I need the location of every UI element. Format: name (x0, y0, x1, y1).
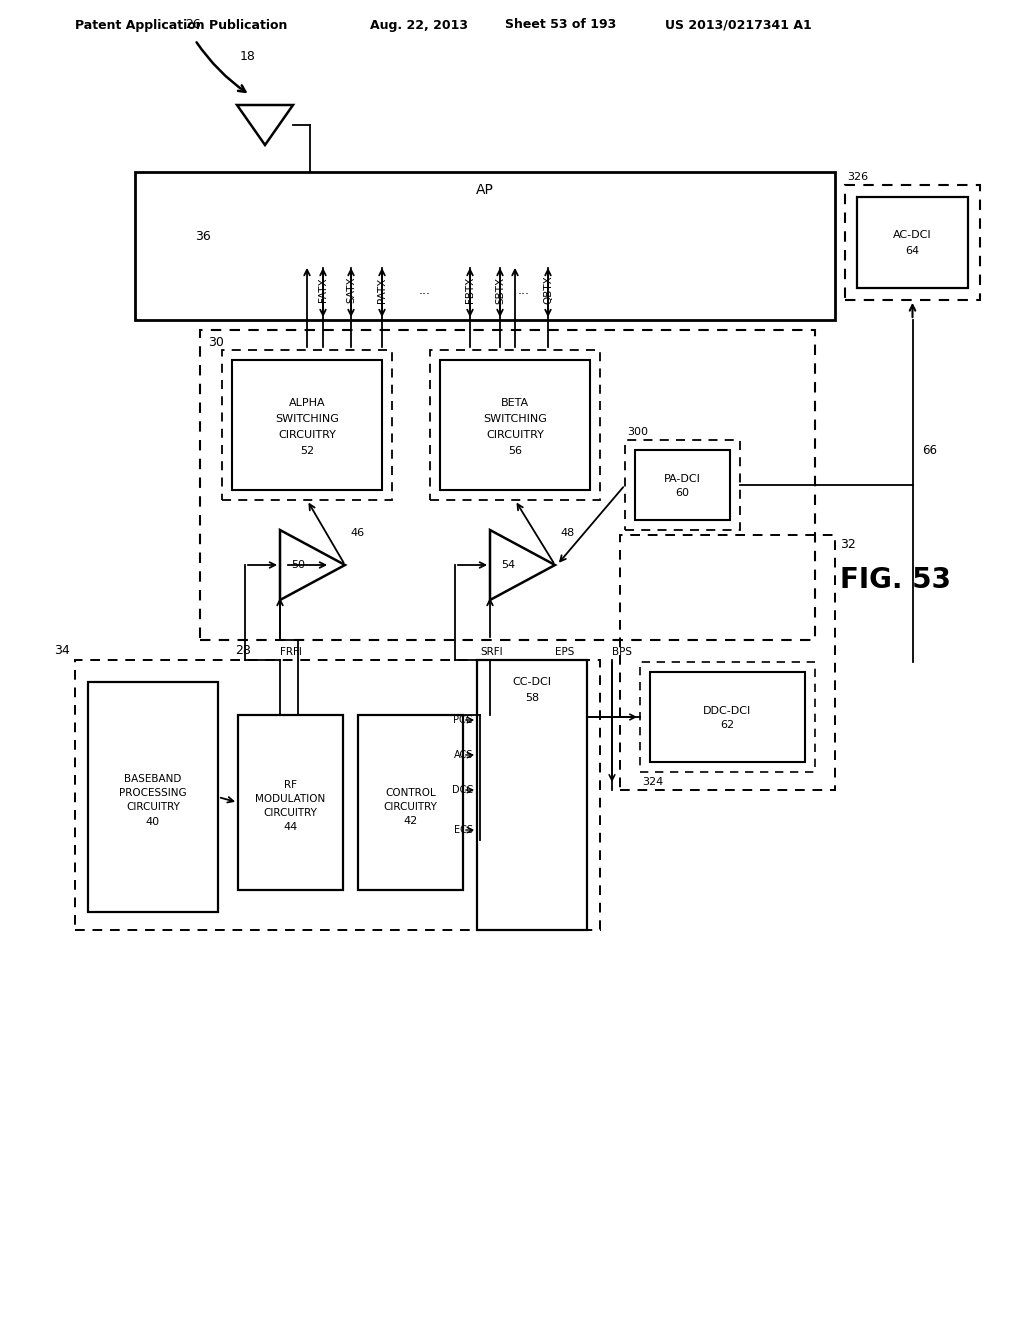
Text: CIRCUITRY: CIRCUITRY (263, 808, 317, 817)
Text: CIRCUITRY: CIRCUITRY (486, 430, 544, 440)
Text: 28: 28 (234, 644, 251, 656)
Polygon shape (238, 715, 343, 890)
Polygon shape (88, 682, 218, 912)
Text: ...: ... (518, 284, 530, 297)
Text: BETA: BETA (501, 399, 529, 408)
Text: ACS: ACS (454, 750, 473, 760)
Text: 62: 62 (721, 719, 734, 730)
Text: PCC: PCC (454, 715, 473, 725)
Text: AC-DCI: AC-DCI (893, 230, 932, 239)
Text: RF: RF (284, 780, 297, 789)
Polygon shape (635, 450, 730, 520)
Polygon shape (358, 715, 463, 890)
Text: MODULATION: MODULATION (255, 793, 326, 804)
Polygon shape (857, 197, 968, 288)
Text: PA-DCI: PA-DCI (664, 474, 701, 484)
Text: CC-DCI: CC-DCI (512, 677, 552, 686)
Text: CIRCUITRY: CIRCUITRY (279, 430, 336, 440)
Text: SWITCHING: SWITCHING (483, 414, 547, 424)
Text: BPS: BPS (612, 647, 632, 657)
Text: 34: 34 (54, 644, 70, 656)
Text: CIRCUITRY: CIRCUITRY (126, 803, 180, 812)
Text: 300: 300 (627, 426, 648, 437)
Text: 66: 66 (923, 444, 938, 457)
Text: US 2013/0217341 A1: US 2013/0217341 A1 (665, 18, 812, 32)
Text: ALPHA: ALPHA (289, 399, 326, 408)
Text: SWITCHING: SWITCHING (275, 414, 339, 424)
Text: Sheet 53 of 193: Sheet 53 of 193 (505, 18, 616, 32)
Text: 30: 30 (208, 335, 224, 348)
Text: 36: 36 (195, 230, 211, 243)
Text: 46: 46 (350, 528, 365, 537)
Polygon shape (650, 672, 805, 762)
Text: SRFI: SRFI (480, 647, 503, 657)
Text: 58: 58 (525, 693, 539, 704)
Text: 44: 44 (284, 822, 298, 833)
Text: QBTX: QBTX (543, 276, 553, 305)
Text: 326: 326 (847, 172, 868, 182)
Text: SATX: SATX (346, 277, 356, 304)
Text: 48: 48 (560, 528, 574, 537)
Polygon shape (232, 360, 382, 490)
Text: BASEBAND: BASEBAND (124, 774, 181, 784)
Text: SBTX: SBTX (495, 276, 505, 304)
Text: 56: 56 (508, 446, 522, 455)
Text: FBTX: FBTX (465, 277, 475, 304)
Text: PROCESSING: PROCESSING (119, 788, 186, 799)
Text: 42: 42 (403, 816, 418, 825)
Text: DDC-DCI: DDC-DCI (703, 706, 752, 715)
Text: 32: 32 (840, 539, 856, 552)
Text: Aug. 22, 2013: Aug. 22, 2013 (370, 18, 468, 32)
Text: DCC: DCC (452, 785, 473, 795)
Polygon shape (477, 660, 587, 931)
Polygon shape (135, 172, 835, 319)
Text: 40: 40 (146, 817, 160, 828)
Text: CONTROL: CONTROL (385, 788, 436, 797)
Text: ECS: ECS (454, 825, 473, 836)
Text: 324: 324 (642, 777, 664, 787)
Text: Patent Application Publication: Patent Application Publication (75, 18, 288, 32)
Text: FRFI: FRFI (280, 647, 302, 657)
Text: 52: 52 (300, 446, 314, 455)
Polygon shape (440, 360, 590, 490)
Text: 64: 64 (905, 246, 920, 256)
Text: FIG. 53: FIG. 53 (840, 566, 951, 594)
Text: CIRCUITRY: CIRCUITRY (384, 801, 437, 812)
Text: 50: 50 (291, 560, 305, 570)
Text: 60: 60 (676, 488, 689, 498)
Text: FATX: FATX (318, 277, 328, 302)
Text: PATX: PATX (377, 277, 387, 302)
Text: EPS: EPS (555, 647, 574, 657)
Text: 26: 26 (185, 18, 201, 32)
Text: 54: 54 (501, 560, 515, 570)
Text: 18: 18 (240, 50, 256, 63)
Text: AP: AP (476, 183, 494, 197)
Text: ...: ... (419, 284, 431, 297)
